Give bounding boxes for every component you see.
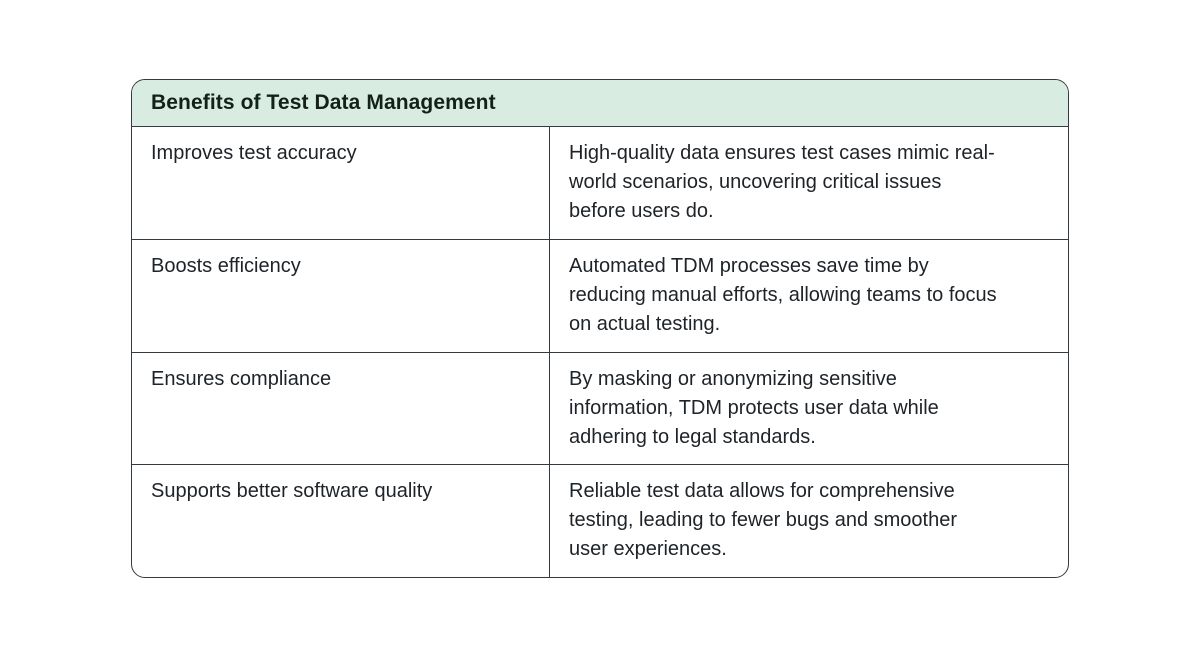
benefit-label: Improves test accuracy bbox=[151, 142, 357, 164]
description-text: High-quality data ensures test cases mim… bbox=[569, 142, 995, 222]
benefit-cell: Improves test accuracy bbox=[132, 127, 550, 239]
description-cell: High-quality data ensures test cases mim… bbox=[550, 127, 1068, 239]
description-text: Automated TDM processes save time by red… bbox=[569, 254, 997, 335]
benefits-table-card: Benefits of Test Data Management Improve… bbox=[131, 79, 1069, 578]
benefit-cell: Supports better software quality bbox=[132, 465, 550, 577]
benefit-label: Supports better software quality bbox=[151, 480, 433, 503]
benefit-label: Ensures compliance bbox=[151, 367, 332, 390]
description-text: By masking or anonymizing sensitive info… bbox=[569, 367, 939, 448]
table-row: Boosts efficiency Automated TDM processe… bbox=[132, 239, 1068, 353]
description-text: Reliable test data allows for comprehens… bbox=[569, 480, 958, 561]
table-header: Benefits of Test Data Management bbox=[132, 80, 1068, 127]
benefit-cell: Ensures compliance bbox=[132, 352, 550, 465]
table-title: Benefits of Test Data Management bbox=[151, 91, 496, 114]
description-cell: Reliable test data allows for comprehens… bbox=[550, 465, 1068, 577]
table-row: Improves test accuracy High-quality data… bbox=[132, 127, 1068, 240]
benefit-label: Boosts efficiency bbox=[151, 254, 301, 277]
description-cell: By masking or anonymizing sensitive info… bbox=[550, 353, 1068, 465]
table-body: Improves test accuracy High-quality data… bbox=[132, 127, 1068, 577]
benefit-cell: Boosts efficiency bbox=[132, 239, 550, 352]
table-row: Supports better software quality Reliabl… bbox=[132, 465, 1068, 577]
description-cell: Automated TDM processes save time by red… bbox=[550, 240, 1068, 352]
table-row: Ensures compliance By masking or anonymi… bbox=[132, 352, 1068, 466]
